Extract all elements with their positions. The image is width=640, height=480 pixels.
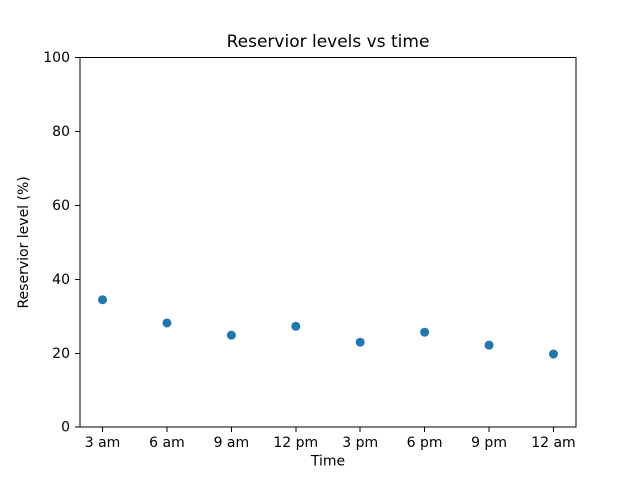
- axes-frame: [79, 57, 577, 428]
- data-point: [162, 318, 172, 328]
- y-tick-label: 80: [52, 124, 70, 140]
- x-tick-label: 6 am: [149, 435, 185, 451]
- x-tick-label: 3 pm: [342, 435, 378, 451]
- y-tick-label: 60: [52, 198, 70, 214]
- data-point: [291, 321, 301, 331]
- data-point: [548, 349, 558, 359]
- y-tick-label: 40: [52, 272, 70, 288]
- y-axis-label: Reservior level (%): [16, 176, 32, 308]
- x-tick-label: 3 am: [85, 435, 121, 451]
- x-axis-label: Time: [310, 454, 345, 470]
- x-tick-label: 12 am: [531, 435, 575, 451]
- x-tick-label: 9 am: [214, 435, 250, 451]
- x-tick-label: 6 pm: [407, 435, 443, 451]
- data-point: [226, 330, 236, 340]
- x-tick-label: 12 pm: [273, 435, 318, 451]
- y-tick-label: 0: [61, 420, 70, 436]
- chart-title: Reservior levels vs time: [227, 32, 430, 52]
- data-point: [420, 327, 430, 337]
- plot-area: 0 20 40 60 80 100 3 am 6 am 9 am 12 pm 3 pm 6 pm 9 p…: [43, 50, 577, 451]
- data-point: [98, 295, 108, 305]
- x-tick-label: 9 pm: [471, 435, 507, 451]
- data-point: [355, 337, 365, 347]
- data-point: [484, 340, 494, 350]
- y-tick-label: 100: [43, 50, 70, 66]
- y-tick-label: 20: [52, 346, 70, 362]
